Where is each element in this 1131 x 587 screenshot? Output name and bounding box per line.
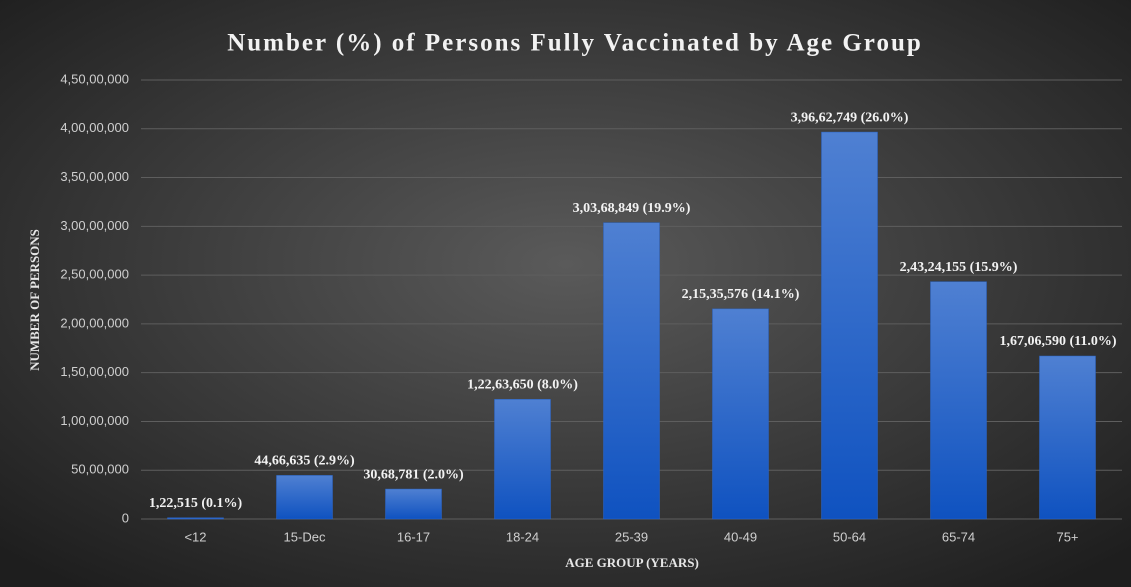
bar: [167, 517, 224, 520]
y-tick-label: 2,00,00,000: [60, 315, 129, 330]
y-tick-label: 4,00,00,000: [60, 120, 129, 135]
x-tick-label: <12: [184, 529, 206, 544]
value-label: 30,68,781 (2.0%): [363, 467, 464, 482]
bar: [821, 131, 878, 520]
y-tick-label: 2,50,00,000: [60, 267, 129, 282]
bar: [276, 475, 333, 520]
bar: [603, 222, 660, 520]
x-axis-title: AGE GROUP (YEARS): [565, 555, 699, 570]
x-tick-label: 15-Dec: [284, 529, 326, 544]
y-tick-label: 4,50,00,000: [60, 71, 129, 86]
x-tick-label: 16-17: [397, 529, 430, 544]
y-tick-label: 0: [122, 510, 129, 525]
y-tick-label: 1,00,00,000: [60, 413, 129, 428]
x-tick-label: 75+: [1056, 529, 1078, 544]
bar: [494, 399, 551, 520]
value-label: 1,22,515 (0.1%): [149, 496, 243, 511]
chart-title: Number (%) of Persons Fully Vaccinated b…: [227, 30, 923, 57]
bar: [712, 308, 769, 520]
x-tick-label: 65-74: [942, 529, 975, 544]
x-tick-label: 25-39: [615, 529, 648, 544]
y-tick-label: 50,00,000: [71, 462, 129, 477]
y-axis-title: NUMBER OF PERSONS: [27, 229, 42, 371]
bar: [385, 488, 442, 520]
value-label: 3,96,62,749 (26.0%): [791, 110, 909, 125]
x-tick-label: 40-49: [724, 529, 757, 544]
y-tick-label: 3,50,00,000: [60, 169, 129, 184]
x-tick-label: 18-24: [506, 529, 539, 544]
y-tick-label: 1,50,00,000: [60, 364, 129, 379]
value-label: 1,22,63,650 (8.0%): [467, 378, 578, 393]
bar: [1039, 355, 1096, 520]
value-label: 2,43,24,155 (15.9%): [900, 260, 1018, 275]
value-label: 44,66,635 (2.9%): [254, 454, 355, 469]
bar: [930, 281, 987, 520]
y-tick-label: 3,00,00,000: [60, 218, 129, 233]
value-label: 1,67,06,590 (11.0%): [999, 334, 1116, 349]
value-label: 2,15,35,576 (14.1%): [682, 287, 800, 302]
value-label: 3,03,68,849 (19.9%): [573, 201, 691, 216]
x-tick-label: 50-64: [833, 529, 866, 544]
